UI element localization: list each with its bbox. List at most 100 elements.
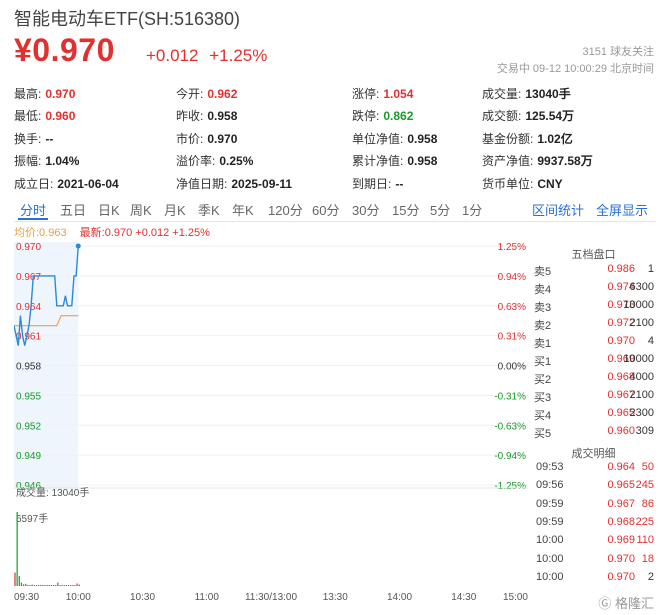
trade-time: 09:59 [536, 497, 564, 510]
tab-8[interactable]: 60分 [312, 203, 340, 218]
x-tick: 09:30 [14, 592, 39, 603]
stat-cell: 资产净值: 9937.58万 [482, 152, 593, 169]
followers-count: 3151 球友关注 [582, 46, 654, 58]
stat-label: 涨停: [352, 87, 380, 101]
order-book-title: 五档盘口 [571, 249, 616, 261]
legend-latest: 最新:0.970 +0.012 +1.25% [79, 227, 210, 239]
tab-9[interactable]: 30分 [352, 203, 380, 218]
stat-label: 单位净值: [352, 131, 404, 146]
tab-3[interactable]: 周K [130, 203, 152, 218]
order-book-row: 买1 0.969 10000 [530, 351, 657, 369]
stat-cell: 累计净值: 0.958 [352, 152, 437, 169]
tab-4[interactable]: 月K [164, 203, 186, 218]
fullscreen-link[interactable]: 全屏显示 [596, 203, 649, 218]
stat-cell: 成立日: 2021-06-04 [14, 175, 119, 192]
stat-value: 125.54万 [525, 109, 575, 124]
stat-value: 0.25% [219, 154, 254, 169]
stat-value: 2021-06-04 [57, 176, 119, 191]
stat-cell: 单位净值: 0.958 [352, 130, 437, 147]
stat-cell: 振幅: 1.04% [14, 152, 79, 169]
tab-11[interactable]: 5分 [430, 203, 451, 218]
order-price: 0.986 [607, 263, 635, 275]
stat-cell: 溢价率: 0.25% [176, 152, 253, 169]
x-tick: 13:30 [323, 592, 348, 603]
chart-legend: 均价:0.963 最新:0.970 +0.012 +1.25% [14, 224, 210, 240]
x-tick: 14:30 [451, 592, 476, 603]
y-tick-left: 0.967 [16, 272, 41, 283]
order-volume: 4000 [629, 371, 654, 383]
x-tick: 11:30/13:00 [245, 592, 298, 603]
order-price: 0.965 [607, 407, 635, 419]
tab-2[interactable]: 日K [98, 203, 120, 218]
stat-cell: 净值日期: 2025-09-11 [176, 175, 292, 192]
stat-label: 跌停: [352, 109, 380, 124]
y-tick-left: 0.946 [16, 481, 41, 492]
order-level: 买1 [534, 356, 552, 368]
range-stats-link[interactable]: 区间统计 [532, 203, 585, 218]
trade-price: 0.970 [607, 552, 635, 565]
y-tick-right: -0.31% [494, 391, 526, 402]
quote-stats: 最高: 0.970 今开: 0.962 涨停: 1.054 成交量: 13040手 最低: 0.9… [14, 85, 654, 197]
tab-0[interactable]: 分时 [20, 203, 47, 218]
trade-row: 09:56 0.965 245 [530, 477, 657, 495]
tab-12[interactable]: 1分 [462, 203, 483, 218]
order-book-row: 卖1 0.970 4 [530, 333, 657, 351]
stat-value: 0.958 [407, 154, 438, 169]
trade-volume: 50 [641, 461, 654, 473]
stat-value: 1.02亿 [537, 131, 573, 146]
order-level: 卖3 [534, 302, 552, 314]
order-volume: 2100 [629, 389, 654, 401]
order-book-row: 卖3 0.973 10000 [530, 297, 657, 315]
order-book-row: 卖4 0.974 6300 [530, 279, 657, 297]
tab-1[interactable]: 五日 [60, 203, 87, 218]
price-change: +0.012 +1.25% [146, 46, 273, 66]
trade-time: 09:59 [536, 515, 564, 528]
tab-7[interactable]: 120分 [268, 203, 303, 218]
tab-6[interactable]: 年K [232, 203, 254, 218]
order-book-row: 买3 0.967 2100 [530, 387, 657, 405]
stat-cell: 昨收: 0.958 [176, 107, 237, 124]
tab-10[interactable]: 15分 [392, 203, 420, 218]
x-tick: 15:00 [503, 592, 528, 603]
trade-price: 0.967 [607, 497, 635, 510]
trade-row: 10:00 0.969 110 [530, 532, 657, 550]
y-tick-right: -1.25% [494, 481, 526, 492]
stat-label: 最高: [14, 87, 42, 101]
y-tick-left: 0.952 [16, 421, 41, 432]
stat-cell: 成交额: 125.54万 [482, 107, 574, 124]
y-tick-left: 0.964 [16, 302, 41, 313]
y-tick-right: 0.63% [498, 302, 526, 313]
stat-label: 振幅: [14, 154, 42, 169]
stat-value: 1.04% [45, 154, 80, 169]
trade-volume: 2 [647, 570, 654, 583]
trade-volume: 110 [636, 534, 654, 547]
order-level: 买2 [534, 374, 552, 386]
stat-cell: 到期日: -- [352, 175, 403, 192]
tab-5[interactable]: 季K [198, 203, 220, 218]
x-tick: 10:00 [66, 592, 91, 603]
current-price: ¥0.970 [14, 32, 115, 68]
stat-value: 0.970 [207, 131, 238, 146]
trade-row: 09:59 0.968 225 [530, 514, 657, 532]
order-level: 卖4 [534, 284, 552, 296]
order-volume: 2300 [629, 407, 654, 419]
intraday-chart[interactable]: 0.970 1.25% 0.967 0.94% 0.964 0.63% 0.961 0.31%… [14, 238, 528, 603]
trade-time: 09:53 [536, 461, 564, 473]
volume-max-label: 6597手 [16, 512, 48, 525]
chart-period-tabs: 分时 五日 日K 周K 月K 季K 年K 120分 60分 30分 15分 5分 1分 区间统计 全屏显示 [14, 198, 656, 220]
stat-label: 成交量: [482, 87, 522, 101]
stat-value: 9937.58万 [537, 154, 593, 169]
order-volume: 1 [647, 263, 654, 275]
stat-cell: 货币单位: CNY [482, 175, 563, 192]
watermark-logo: Ⓖ 格隆汇 [598, 596, 654, 611]
change-value: +0.012 [146, 46, 199, 65]
stat-cell: 涨停: 1.054 [352, 85, 413, 102]
trade-volume: 225 [635, 515, 654, 528]
stat-value: 0.958 [407, 131, 438, 146]
y-tick-left: 0.970 [16, 242, 41, 253]
order-price: 0.972 [607, 317, 635, 329]
stat-cell: 市价: 0.970 [176, 130, 237, 147]
stat-value: 13040手 [525, 87, 571, 101]
stat-value: 0.958 [207, 109, 238, 124]
order-price: 0.973 [607, 299, 635, 311]
